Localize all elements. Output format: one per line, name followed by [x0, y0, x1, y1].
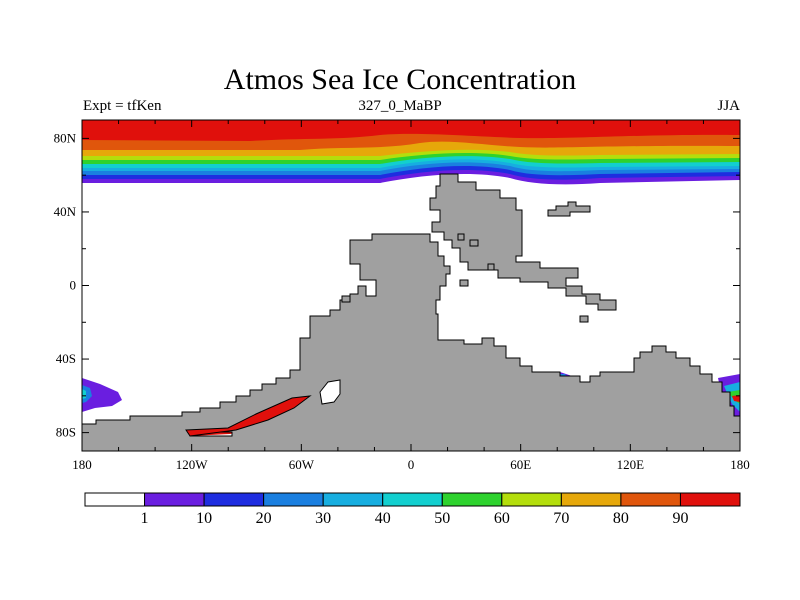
- colorbar-box: [679, 492, 741, 507]
- land-gondwana: [82, 233, 740, 451]
- colorbar-box: [203, 492, 265, 507]
- colorbar-label: 1: [141, 510, 149, 527]
- y-tick-label: 80N: [54, 130, 77, 145]
- y-tick-label: 40N: [54, 204, 77, 219]
- colorbar: [84, 492, 741, 507]
- colorbar-box: [620, 492, 681, 507]
- axis-ticks: [81, 120, 741, 451]
- x-tick-label: 60E: [510, 457, 531, 472]
- land-island-b: [469, 239, 479, 247]
- colorbar-box: [560, 492, 622, 507]
- land-island-e: [579, 315, 589, 323]
- x-tick-label: 180: [730, 457, 750, 472]
- colorbar-label: 40: [375, 510, 391, 527]
- experiment-label: Expt = tfKen: [83, 98, 162, 114]
- colorbar-label: 50: [434, 510, 450, 527]
- colorbar-label: 60: [494, 510, 510, 527]
- time-label: 327_0_MaBP: [358, 98, 442, 114]
- colorbar-box: [144, 492, 205, 507]
- plot-title: Atmos Sea Ice Concentration: [223, 63, 577, 96]
- y-tick-label: 80S: [56, 425, 76, 440]
- ice-pacific-red: [732, 395, 740, 402]
- ice-west-purple: [82, 378, 122, 412]
- land-island-a: [457, 233, 465, 241]
- colorbar-label: 90: [672, 510, 688, 527]
- colorbar-box: [441, 492, 503, 507]
- land-island-d: [459, 279, 469, 287]
- x-tick-label: 120E: [617, 457, 645, 472]
- land-island-f: [341, 295, 351, 303]
- y-tick-label: 0: [70, 278, 77, 293]
- colorbar-label: 80: [613, 510, 629, 527]
- colorbar-box: [501, 492, 562, 507]
- x-tick-label: 120W: [176, 457, 209, 472]
- colorbar-labels: 1 10 20 30 40 50 60 70 80 90: [141, 510, 689, 527]
- axis-tick-labels: 80N 40N 0 40S 80S 180 120W 60W 0 60E 120E 180: [54, 130, 750, 472]
- ice-band-90: [82, 120, 740, 141]
- ice-west-blue: [82, 385, 92, 403]
- land-south-inlet: [319, 379, 341, 405]
- land-laurasia: [429, 173, 617, 311]
- x-tick-label: 0: [408, 457, 415, 472]
- arctic-sea-ice: [82, 120, 740, 185]
- land-small-east: [547, 201, 591, 217]
- colorbar-box: [322, 492, 384, 507]
- x-tick-label: 60W: [289, 457, 315, 472]
- ice-west-cyan: [82, 389, 86, 399]
- colorbar-label: 70: [553, 510, 569, 527]
- colorbar-box: [84, 492, 146, 507]
- map-area: [82, 120, 740, 451]
- land-antarctica-west-cut: [185, 395, 312, 437]
- y-tick-label: 40S: [56, 351, 76, 366]
- season-label: JJA: [717, 98, 740, 114]
- land-island-c: [487, 263, 495, 271]
- colorbar-label: 20: [256, 510, 272, 527]
- colorbar-label: 30: [315, 510, 331, 527]
- x-tick-label: 180: [72, 457, 92, 472]
- colorbar-label: 10: [196, 510, 212, 527]
- land-masses: [82, 173, 740, 451]
- colorbar-box: [263, 492, 324, 507]
- colorbar-box: [382, 492, 443, 507]
